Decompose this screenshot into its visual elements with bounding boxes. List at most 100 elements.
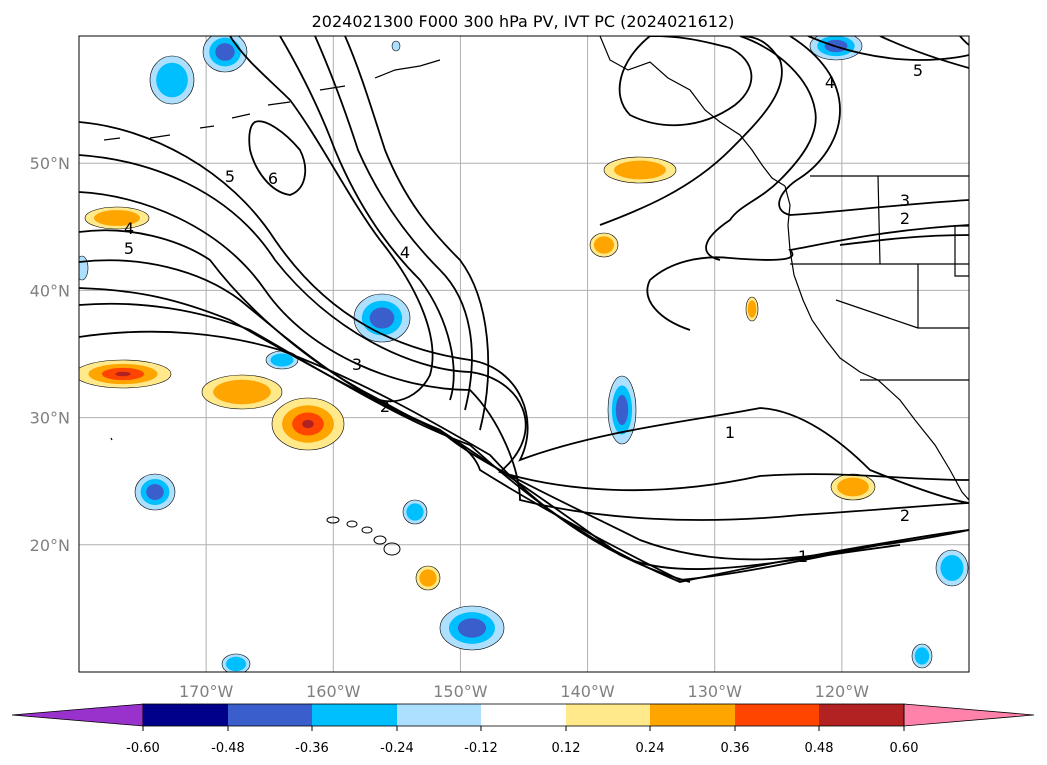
colorbar-segment	[819, 704, 904, 726]
colorbar-tick-label: -0.12	[464, 741, 498, 756]
positive-anomaly	[201, 374, 283, 410]
colorbar-tick-label: 0.60	[890, 741, 919, 756]
lat-tick-label: 40°N	[30, 281, 70, 300]
pv-contours	[79, 36, 969, 583]
pv-contour-line	[79, 191, 969, 521]
pv-contour-label: 2	[900, 506, 910, 525]
pv-contour-label: 2	[900, 209, 910, 228]
positive-anomaly	[84, 206, 150, 230]
pv-contour-label: 2	[380, 397, 390, 416]
lat-tick-label: 50°N	[30, 154, 70, 173]
colorbar: -0.60 -0.48 -0.36 -0.24 -0.12 0.12 0.24 0.36 0.4…	[11, 703, 1035, 756]
colorbar-tick-label: -0.36	[295, 741, 329, 756]
pv-contour-label: 5	[225, 167, 235, 186]
colorbar-extend-low	[11, 703, 144, 727]
map-frame	[78, 35, 970, 673]
colorbar-tick-label: -0.60	[126, 741, 160, 756]
colorbar-tick-label: 0.24	[636, 741, 665, 756]
pv-contour-label: 4	[124, 219, 134, 238]
anomaly-level	[93, 210, 141, 226]
pv-contour-line	[279, 36, 455, 401]
anomaly-level	[146, 484, 164, 500]
coastline-segment	[877, 175, 881, 265]
negative-anomaly	[202, 36, 248, 73]
lon-tick-label: 150°W	[433, 682, 488, 701]
anomaly-level	[615, 395, 629, 425]
lat-tick-label: 20°N	[30, 536, 70, 555]
pv-contour-line	[79, 302, 969, 583]
colorbar-segment	[312, 704, 397, 726]
lon-tick-label: 120°W	[815, 682, 870, 701]
lat-tick-label: 30°N	[30, 409, 70, 428]
anomaly-level	[213, 379, 271, 405]
pv-contour-line	[807, 36, 969, 61]
pv-contour-label: 5	[913, 61, 923, 80]
pv-contour-line	[705, 36, 817, 261]
lon-tick-label: 160°W	[306, 682, 361, 701]
anomaly-level	[914, 647, 930, 665]
pv-contour-line	[79, 121, 969, 504]
pv-contour-line	[599, 36, 783, 226]
negative-anomaly	[79, 255, 89, 281]
negative-anomaly	[265, 350, 299, 370]
colorbar-extend-high	[903, 703, 1035, 727]
lon-tick-label: 170°W	[179, 682, 234, 701]
coastlines	[103, 36, 969, 556]
colorbar-segment	[566, 704, 650, 726]
anomaly-level	[747, 300, 757, 318]
colorbar-segment	[735, 704, 819, 726]
pv-contour-line	[344, 36, 490, 431]
lat-tick-labels: 50°N 40°N 30°N 20°N	[30, 154, 70, 555]
colorbar-tick-label: 0.48	[805, 741, 834, 756]
negative-anomaly	[221, 653, 251, 672]
pv-contour-line	[778, 36, 969, 216]
positive-anomaly	[830, 473, 876, 501]
anomaly-level	[457, 618, 487, 638]
pv-contour-label: 4	[825, 73, 835, 92]
colorbar-segment	[481, 704, 566, 726]
coastline-segment	[784, 185, 969, 501]
pv-contour-line	[618, 36, 753, 127]
anomaly-level	[391, 40, 401, 52]
ivt-anomaly-fills	[79, 36, 969, 672]
positive-anomaly	[415, 565, 441, 591]
anomaly-level	[215, 43, 235, 61]
island	[383, 542, 401, 556]
lon-tick-label: 130°W	[688, 682, 743, 701]
pv-contour-line	[839, 234, 969, 246]
colorbar-segment	[143, 704, 228, 726]
pv-contour-line	[79, 154, 969, 492]
anomaly-level	[115, 371, 131, 377]
gridlines	[79, 36, 969, 672]
anomaly-level	[79, 255, 89, 281]
anomaly-level	[406, 503, 424, 521]
negative-anomaly	[911, 643, 933, 669]
lon-tick-label: 140°W	[560, 682, 615, 701]
pv-contour-label: 5	[124, 239, 134, 258]
anomaly-level	[419, 569, 437, 587]
colorbar-segment	[397, 704, 481, 726]
map-background	[79, 36, 969, 672]
pv-contour-line	[79, 229, 969, 581]
coastline-segment	[835, 299, 919, 329]
colorbar-tick-label: -0.48	[211, 741, 245, 756]
colorbar-segment	[650, 704, 735, 726]
colorbar-segment	[228, 704, 312, 726]
pv-contour-line	[314, 36, 473, 411]
positive-anomaly	[79, 359, 172, 389]
island	[361, 526, 373, 534]
coastline-segment	[110, 437, 113, 441]
negative-anomaly	[353, 293, 411, 343]
lon-tick-labels: 170°W 160°W 150°W 140°W 130°W 120°W	[179, 682, 869, 701]
negative-anomaly	[391, 40, 401, 52]
colorbar-tick-label: 0.12	[552, 741, 581, 756]
anomaly-level	[369, 307, 395, 329]
negative-anomaly	[134, 473, 176, 511]
anomaly-level	[837, 477, 869, 497]
pv-contour-label: 1	[725, 423, 735, 442]
anomaly-level	[270, 353, 294, 367]
anomaly-level	[593, 236, 615, 254]
